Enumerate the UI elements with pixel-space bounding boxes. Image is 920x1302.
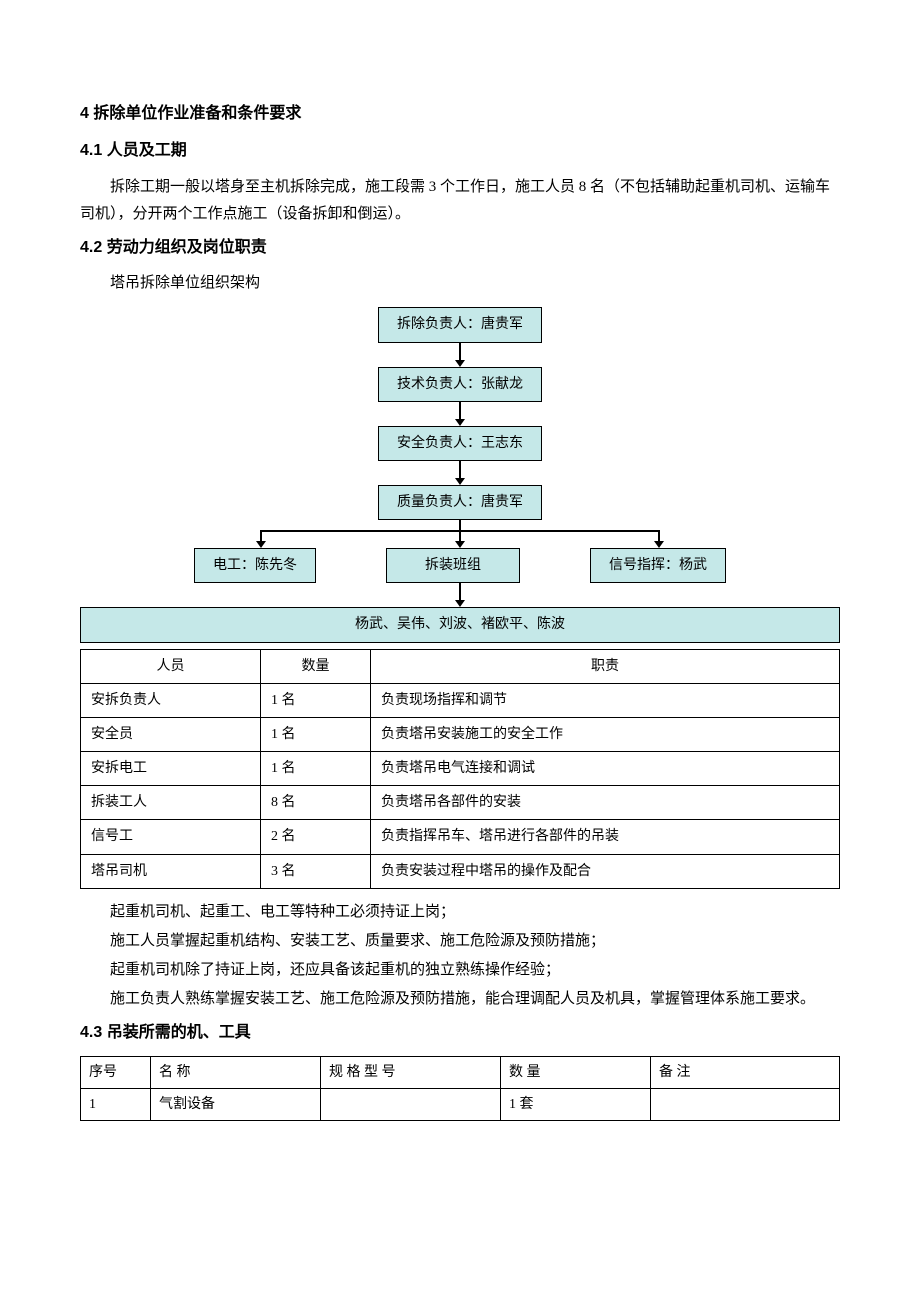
org-branch-row: 电工：陈先冬 拆装班组 信号指挥：杨武	[80, 548, 840, 583]
section-41-title: 4.1 人员及工期	[80, 137, 840, 166]
tool-table: 序号 名 称 规 格 型 号 数 量 备 注 1 气割设备 1 套	[80, 1056, 840, 1121]
tool-header-note: 备 注	[651, 1056, 840, 1088]
org-node-signal: 信号指挥：杨武	[590, 548, 726, 583]
org-node-safety-lead: 安全负责人：王志东	[378, 426, 542, 461]
resp-header-role: 人员	[81, 649, 261, 683]
org-node-tech-lead: 技术负责人：张献龙	[378, 367, 542, 402]
responsibility-table: 人员 数量 职责 安拆负责人 1 名 负责现场指挥和调节 安全员 1 名 负责塔…	[80, 649, 840, 889]
section-42-title: 4.2 劳动力组织及岗位职责	[80, 234, 840, 263]
tool-header-name: 名 称	[151, 1056, 321, 1088]
org-chart: 拆除负责人：唐贵军 技术负责人：张献龙 安全负责人：王志东 质量负责人：唐贵军 …	[80, 307, 840, 642]
section-43-title: 4.3 吊装所需的机、工具	[80, 1019, 840, 1048]
org-node-team: 拆装班组	[386, 548, 520, 583]
table-row: 信号工 2 名 负责指挥吊车、塔吊进行各部件的吊装	[81, 820, 840, 854]
tool-header-spec: 规 格 型 号	[321, 1056, 501, 1088]
resp-header-qty: 数量	[261, 649, 371, 683]
table-row: 安全员 1 名 负责塔吊安装施工的安全工作	[81, 717, 840, 751]
note-line-4: 施工负责人熟练掌握安装工艺、施工危险源及预防措施，能合理调配人员及机具，掌握管理…	[80, 986, 840, 1013]
table-row: 塔吊司机 3 名 负责安装过程中塔吊的操作及配合	[81, 854, 840, 888]
section-41-body: 拆除工期一般以塔身至主机拆除完成，施工段需 3 个工作日，施工人员 8 名（不包…	[80, 174, 840, 228]
section-4-title: 4 拆除单位作业准备和条件要求	[80, 100, 840, 129]
table-row: 安拆电工 1 名 负责塔吊电气连接和调试	[81, 752, 840, 786]
resp-header-duty: 职责	[371, 649, 840, 683]
tool-header-qty: 数 量	[501, 1056, 651, 1088]
org-node-electrician: 电工：陈先冬	[194, 548, 316, 583]
org-node-remove-lead: 拆除负责人：唐贵军	[378, 307, 542, 342]
table-row: 1 气割设备 1 套	[81, 1088, 840, 1120]
section-42-body: 塔吊拆除单位组织架构	[80, 270, 840, 297]
org-node-members: 杨武、吴伟、刘波、褚欧平、陈波	[80, 607, 840, 642]
org-node-quality-lead: 质量负责人：唐贵军	[378, 485, 542, 520]
branch-connector	[210, 520, 710, 548]
tool-header-seq: 序号	[81, 1056, 151, 1088]
note-line-3: 起重机司机除了持证上岗，还应具备该起重机的独立熟练操作经验；	[80, 957, 840, 984]
note-line-2: 施工人员掌握起重机结构、安装工艺、质量要求、施工危险源及预防措施；	[80, 928, 840, 955]
table-row: 安拆负责人 1 名 负责现场指挥和调节	[81, 683, 840, 717]
note-line-1: 起重机司机、起重工、电工等特种工必须持证上岗；	[80, 899, 840, 926]
table-row: 拆装工人 8 名 负责塔吊各部件的安装	[81, 786, 840, 820]
